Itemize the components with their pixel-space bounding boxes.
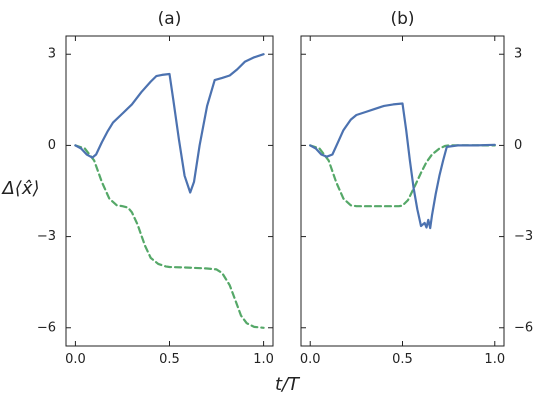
series-line-dashed <box>309 144 496 208</box>
x-tick-label: 0.0 <box>65 352 86 367</box>
y-tick-label: −3 <box>37 229 56 244</box>
x-axis-label: t/T <box>275 374 301 395</box>
plot-frame <box>300 35 505 347</box>
y-axis-label: Δ⟨x̂⟩ <box>0 178 39 199</box>
y-tick-label: −6 <box>37 320 56 335</box>
x-tick-label: 0.5 <box>392 352 413 367</box>
panel-b: (b) 0.0 0.5 1.0 3 0 −3 −6 <box>300 9 533 367</box>
y-tick-label: 0 <box>514 138 522 153</box>
y-tick-label: 3 <box>514 47 522 62</box>
x-tick-label: 1.0 <box>253 352 274 367</box>
x-tick-label: 0.0 <box>300 352 321 367</box>
panel-a: (a) 0.0 0.5 1.0 3 0 −3 −6 <box>37 9 274 367</box>
series-line-solid <box>74 53 265 194</box>
plot-frame <box>65 35 274 347</box>
y-tick-label: −3 <box>514 229 533 244</box>
series-line-solid <box>309 102 496 230</box>
y-tick-label: 0 <box>48 138 56 153</box>
panel-title: (b) <box>390 9 414 29</box>
series-line-dashed <box>74 144 265 329</box>
y-tick-label: 3 <box>48 47 56 62</box>
y-tick-label: −6 <box>514 320 533 335</box>
x-tick-label: 0.5 <box>159 352 180 367</box>
x-tick-label: 1.0 <box>484 352 505 367</box>
panel-title: (a) <box>158 9 182 29</box>
